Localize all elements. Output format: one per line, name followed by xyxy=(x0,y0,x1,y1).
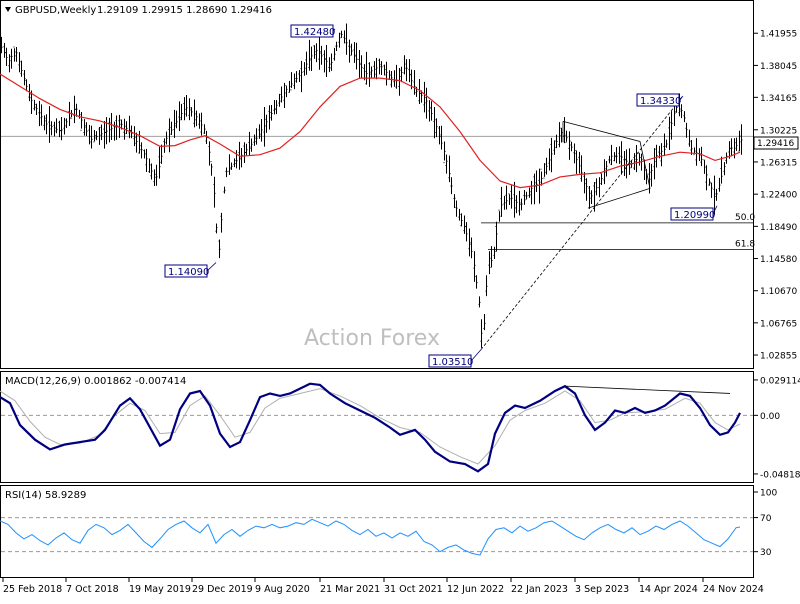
ma-line xyxy=(0,73,741,189)
moving-average xyxy=(0,73,741,189)
time-tick-label: 25 Feb 2018 xyxy=(3,584,62,595)
price-tick-label: 1.02855 xyxy=(760,352,797,362)
price-panel xyxy=(0,0,754,369)
price-tick-label: 1.34165 xyxy=(760,94,797,104)
annotation-label: 1.34330 xyxy=(640,96,681,107)
annotation-box xyxy=(164,264,208,278)
rsi-title: RSI(14) 58.9289 xyxy=(5,490,86,501)
macd-tick-label: 0.029114 xyxy=(760,376,800,386)
macd-tick-label: 0.00 xyxy=(760,412,780,422)
annotation-leader xyxy=(206,262,217,272)
annotation-leader xyxy=(712,205,718,215)
time-tick-label: 9 Aug 2020 xyxy=(255,584,310,595)
time-tick-label: 14 Apr 2024 xyxy=(639,584,698,595)
annotation-box xyxy=(670,207,714,221)
fib-level-label: 61.8 xyxy=(735,239,755,249)
time-tick-label: 31 Oct 2021 xyxy=(384,584,443,595)
rsi-line xyxy=(0,518,741,556)
annotation-leader xyxy=(470,349,482,362)
price-tick-label: 1.38045 xyxy=(760,62,797,72)
watermark-text: Action Forex xyxy=(304,326,440,351)
current-price-label: 1.29416 xyxy=(757,139,794,149)
time-tick-label: 19 May 2019 xyxy=(129,584,191,595)
time-tick-label: 12 Jun 2022 xyxy=(447,584,504,595)
price-tick-label: 1.41955 xyxy=(760,30,797,40)
time-axis: 25 Feb 2018 7 Oct 2018 19 May 2019 29 Dec 2… xyxy=(2,578,764,595)
annotation-label: 1.14090 xyxy=(168,267,209,278)
annotation-box xyxy=(290,24,334,38)
price-tick-label: 1.30225 xyxy=(760,126,797,136)
price-tick-label: 1.22400 xyxy=(760,191,797,201)
dropdown-arrow-icon[interactable] xyxy=(5,7,11,12)
current-price-marker: 1.29416 xyxy=(753,136,799,150)
price-tick-label: 1.14580 xyxy=(760,255,797,265)
price-candles xyxy=(0,23,743,348)
price-tick-label: 1.10670 xyxy=(760,287,797,297)
macd-signal-line xyxy=(0,388,741,465)
price-tick-label: 1.06765 xyxy=(760,319,797,329)
triangle-pattern xyxy=(562,120,651,209)
macd-axis: 0.029114 0.00 -0.048189 xyxy=(754,376,800,480)
annotation-box xyxy=(428,354,472,368)
time-tick-label: 21 Mar 2021 xyxy=(320,584,380,595)
rsi-panel xyxy=(0,485,754,578)
price-tick-label: 1.18490 xyxy=(760,223,797,233)
time-tick-label: 22 Jan 2023 xyxy=(511,584,568,595)
macd-panel xyxy=(0,371,754,483)
time-tick-label: 3 Sep 2023 xyxy=(575,584,629,595)
rsi-tick-label: 30 xyxy=(760,548,772,558)
macd-title: MACD(12,26,9) 0.001862 -0.007414 xyxy=(5,376,186,387)
chart-title: GBPUSD,Weekly xyxy=(15,5,96,16)
rsi-tick-label: 70 xyxy=(760,514,772,524)
annotation-box xyxy=(636,93,680,107)
annotation-label: 1.20990 xyxy=(674,210,715,221)
ohlc-values: 1.29109 1.29915 1.28690 1.29416 xyxy=(97,5,272,16)
rsi-lines xyxy=(0,517,753,556)
rsi-tick-label: 100 xyxy=(760,489,777,499)
time-tick-label: 29 Dec 2019 xyxy=(192,584,253,595)
rsi-axis: 100 70 30 xyxy=(754,489,777,558)
macd-line xyxy=(0,382,741,473)
macd-tick-label: -0.048189 xyxy=(760,470,800,480)
fib-level-label: 50.0 xyxy=(735,213,755,223)
price-annotations: 1.42480 1.34330 1.20990 1.14090 1.03510 xyxy=(164,24,718,368)
time-tick-label: 24 Nov 2024 xyxy=(703,584,764,595)
time-tick-label: 7 Oct 2018 xyxy=(66,584,119,595)
macd-lines xyxy=(0,382,753,473)
price-axis: 1.41955 1.38045 1.34165 1.30225 1.26315 1.224… xyxy=(754,30,797,362)
drawings: 50.0 61.8 xyxy=(480,95,755,350)
dashed-trendline xyxy=(480,95,684,350)
annotation-label: 1.42480 xyxy=(294,27,335,38)
annotation-leader xyxy=(678,95,684,101)
annotation-label: 1.03510 xyxy=(432,357,473,368)
macd-trendline xyxy=(564,385,731,394)
price-tick-label: 1.26315 xyxy=(760,158,797,168)
